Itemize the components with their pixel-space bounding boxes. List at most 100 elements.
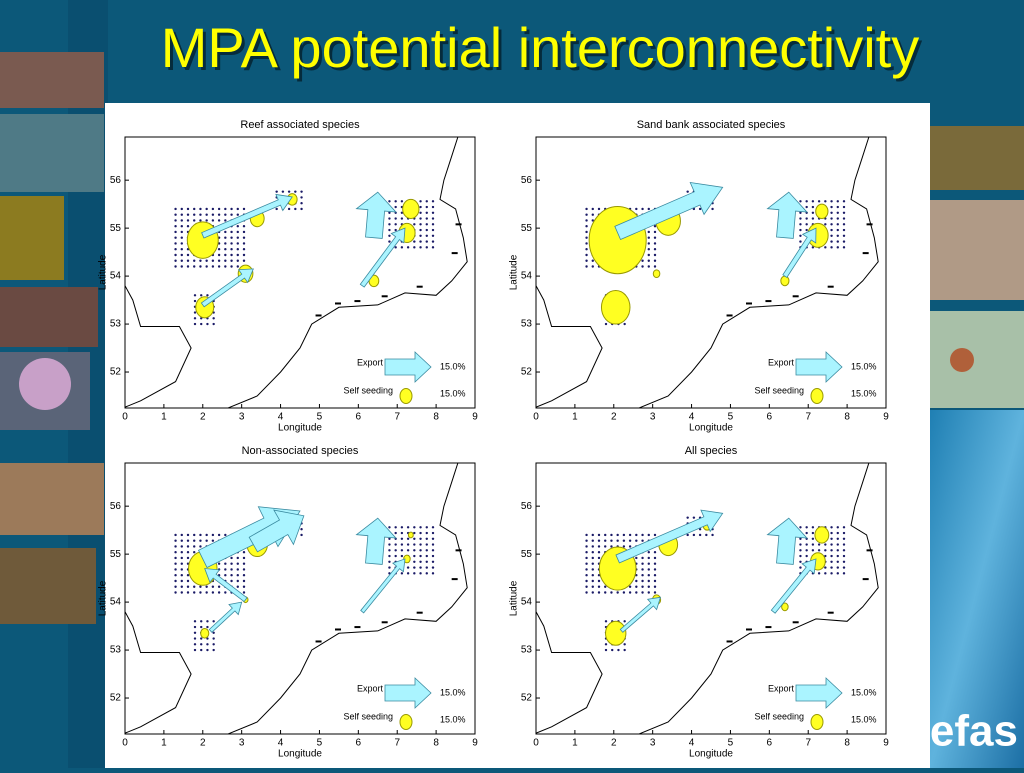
site-dot [236, 556, 239, 560]
site-dot [836, 200, 839, 203]
x-tick-label: 4 [278, 412, 284, 423]
site-dot [230, 236, 233, 239]
site-dot [836, 228, 839, 232]
y-tick-label: 55 [521, 549, 533, 560]
site-dot [842, 554, 846, 558]
site-dot [236, 585, 239, 588]
site-dot [647, 259, 650, 262]
site-dot [641, 579, 644, 583]
site-dot [236, 253, 239, 257]
site-dot [400, 537, 404, 540]
export-arrow [355, 191, 397, 239]
export-arrow [766, 517, 808, 565]
site-dot [842, 228, 846, 232]
site-dot [653, 236, 657, 239]
x-tick-label: 1 [161, 738, 167, 749]
site-dot [836, 560, 839, 564]
site-dot [692, 516, 696, 519]
site-dot [653, 225, 657, 228]
site-dot [591, 574, 594, 577]
site-dot [653, 253, 657, 257]
x-tick-label: 7 [805, 412, 811, 423]
site-dot [199, 539, 202, 542]
site-dot [597, 207, 601, 211]
site-dot [623, 643, 626, 646]
site-dot [400, 246, 404, 249]
island [866, 549, 873, 552]
site-dot [224, 213, 227, 216]
site-dot [431, 200, 435, 203]
legend-arrow [795, 677, 843, 709]
site-dot [406, 543, 410, 546]
site-dot [199, 545, 202, 548]
site-dot [174, 236, 177, 239]
site-dot [824, 223, 827, 226]
site-dot [200, 637, 203, 640]
site-dot [641, 562, 644, 565]
site-dot [641, 265, 644, 268]
site-dot [836, 234, 839, 238]
site-dot [830, 543, 833, 546]
site-dot [180, 253, 183, 257]
site-dot [224, 219, 227, 222]
site-dot [811, 205, 815, 209]
site-dot [585, 574, 588, 577]
site-dot [591, 568, 594, 571]
site-dot [199, 533, 202, 537]
x-tick-label: 8 [844, 738, 850, 749]
site-dot [413, 223, 416, 226]
island [862, 578, 869, 581]
site-dot [591, 207, 594, 211]
site-dot [217, 265, 221, 268]
site-dot [180, 562, 183, 565]
site-dot [653, 591, 657, 594]
site-dot [585, 230, 588, 234]
island [726, 640, 733, 643]
legend-arrow [795, 351, 843, 383]
site-dot [193, 299, 197, 303]
site-dot [647, 585, 650, 588]
site-dot [597, 551, 601, 554]
site-dot [413, 549, 416, 552]
site-dot [205, 591, 208, 594]
site-dot [180, 213, 183, 216]
site-dot [653, 562, 657, 565]
site-dot [242, 556, 246, 560]
x-tick-label: 5 [317, 738, 323, 749]
x-tick-label: 5 [728, 738, 734, 749]
site-dot [641, 591, 644, 594]
site-dot [824, 572, 827, 575]
site-dot [628, 539, 632, 542]
site-dot [824, 566, 827, 569]
self-seeding-circle [200, 627, 210, 639]
self-seeding-circle [605, 620, 627, 646]
site-dot [611, 648, 614, 652]
site-dot [622, 533, 626, 537]
site-dot [425, 526, 428, 529]
site-dot [610, 591, 613, 594]
site-dot [419, 537, 422, 540]
site-dot [236, 213, 239, 216]
site-dot [585, 579, 588, 583]
y-axis-label: Latitude [98, 580, 109, 616]
site-dot [653, 551, 657, 554]
site-dot [591, 545, 594, 548]
site-dot [431, 549, 435, 552]
site-dot [641, 574, 644, 577]
site-dot [431, 205, 435, 209]
y-tick-label: 55 [521, 223, 533, 234]
urchin [19, 358, 71, 410]
figure-background [105, 103, 930, 768]
site-dot [400, 526, 404, 529]
site-dot [431, 223, 435, 226]
self-seeding-circle [402, 198, 420, 220]
site-dot [597, 579, 601, 583]
y-tick-label: 54 [110, 597, 122, 608]
x-tick-label: 3 [650, 412, 656, 423]
site-dot [805, 228, 808, 232]
site-dot [811, 537, 815, 540]
x-tick-label: 0 [122, 412, 128, 423]
site-dot [842, 246, 846, 249]
